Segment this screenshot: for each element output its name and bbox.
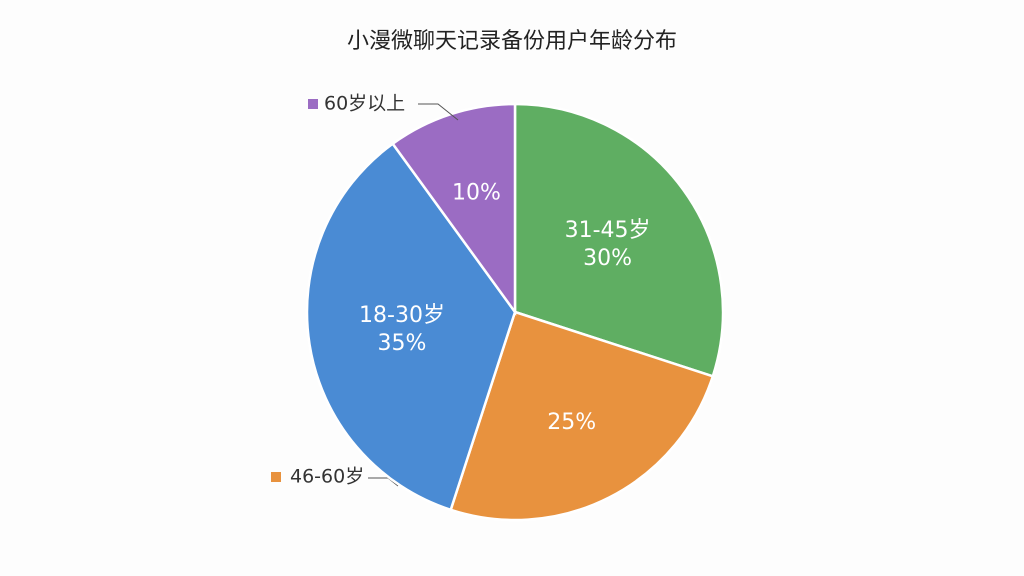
value-label: 30% xyxy=(583,246,632,271)
slice-label: 18-30岁 xyxy=(359,303,445,328)
legend-swatch xyxy=(308,99,318,109)
pie-slice xyxy=(305,141,517,512)
leader-line xyxy=(418,103,459,121)
value-label: 10% xyxy=(452,180,501,205)
slice-label: 60岁以上 xyxy=(324,93,405,115)
slice-label: 46-60岁 xyxy=(290,466,364,488)
value-label: 25% xyxy=(547,410,596,435)
pie-slice xyxy=(449,310,715,522)
value-label: 35% xyxy=(378,331,427,356)
pie-slice xyxy=(513,102,725,378)
chart-title: 小漫微聊天记录备份用户年龄分布 xyxy=(347,29,677,54)
legend-swatch xyxy=(271,472,281,482)
slice-label: 31-45岁 xyxy=(565,218,651,243)
